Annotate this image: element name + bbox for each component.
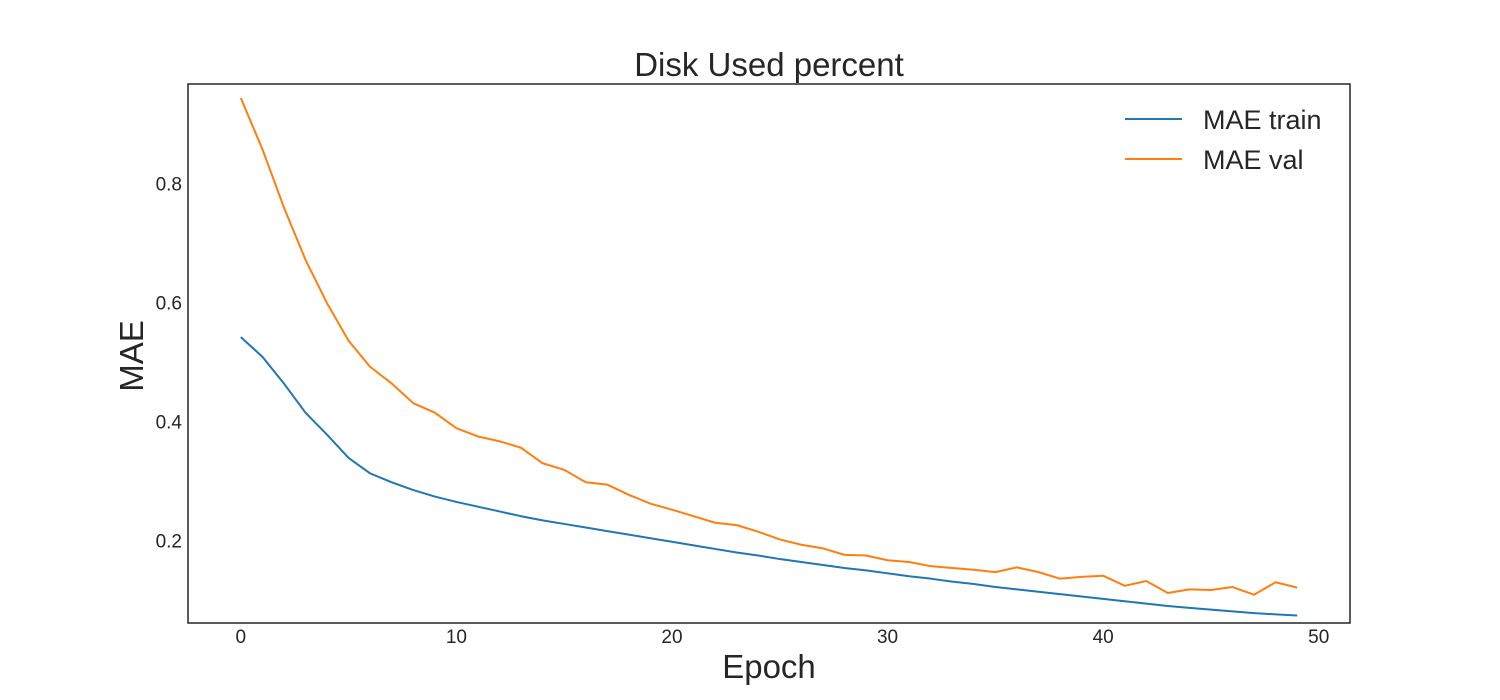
y-axis-ticks: 0.2 0.4 0.6 0.8 — [156, 175, 183, 553]
plot-frame — [187, 83, 1351, 624]
x-tick-label: 50 — [1308, 627, 1329, 648]
series-line-mae-train — [240, 336, 1298, 617]
plot-area — [187, 83, 1351, 624]
series-layer — [239, 97, 1298, 617]
x-tick-label: 0 — [236, 627, 247, 648]
legend: MAE train MAE val — [1125, 105, 1322, 175]
series-line-mae-val — [239, 97, 1298, 596]
y-tick-label: 0.8 — [156, 175, 182, 196]
x-axis-label: Epoch — [722, 648, 816, 685]
y-axis-label: MAE — [113, 320, 150, 392]
chart-title: Disk Used percent — [634, 46, 904, 83]
y-tick-label: 0.6 — [156, 294, 182, 315]
legend-label-mae-val: MAE val — [1203, 145, 1304, 175]
x-tick-label: 30 — [877, 627, 898, 648]
y-tick-label: 0.4 — [156, 413, 183, 434]
x-axis-ticks: 0 10 20 30 40 50 — [236, 627, 1330, 648]
x-tick-label: 20 — [661, 627, 682, 648]
legend-label-mae-train: MAE train — [1203, 105, 1322, 135]
x-tick-label: 10 — [446, 627, 467, 648]
x-tick-label: 40 — [1093, 627, 1114, 648]
y-tick-label: 0.2 — [156, 532, 182, 553]
